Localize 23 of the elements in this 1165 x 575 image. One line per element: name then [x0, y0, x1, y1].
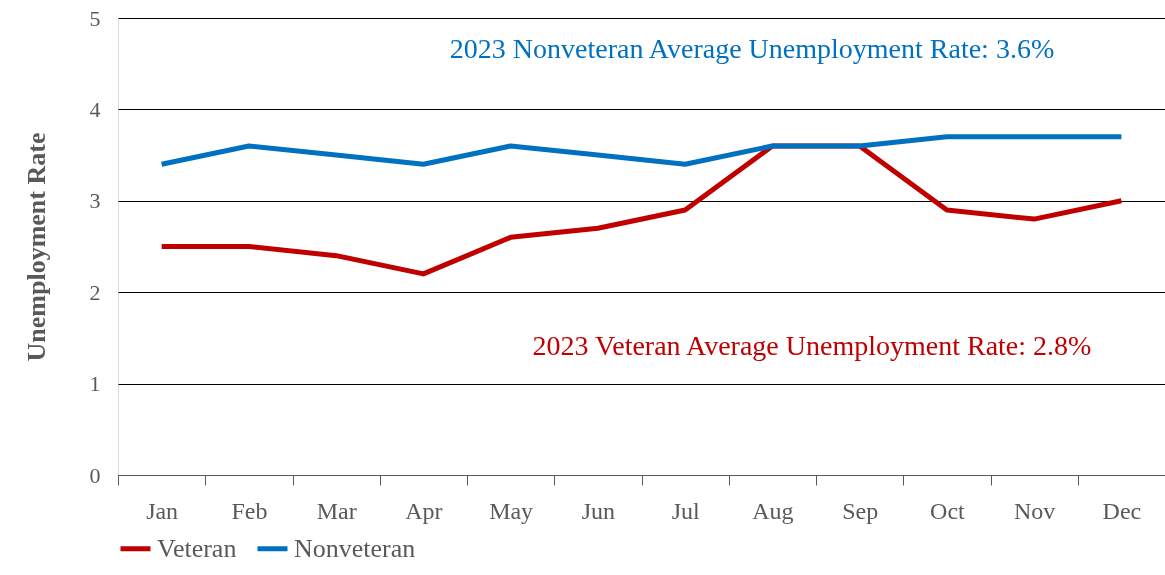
x-tick-label: Jan — [146, 497, 179, 524]
x-tick-label: Dec — [1102, 497, 1142, 524]
x-tick-label: Feb — [231, 497, 268, 524]
y-tick-label: 1 — [89, 371, 101, 397]
x-tick-label: May — [489, 497, 534, 524]
x-tick-label: Sep — [842, 497, 879, 524]
y-tick-label: 5 — [89, 5, 101, 31]
legend-label: Nonveteran — [294, 533, 416, 563]
x-tick-label: Aug — [752, 497, 794, 524]
y-tick-label: 2 — [89, 279, 101, 305]
x-tick-label: Apr — [405, 497, 443, 524]
y-tick-label: 4 — [89, 96, 101, 122]
x-tick-label: Oct — [930, 497, 966, 524]
x-tick-label: Mar — [316, 497, 357, 524]
x-tick-label: Nov — [1013, 497, 1056, 524]
annotation: 2023 Nonveteran Average Unemployment Rate: 3.6% — [449, 33, 1055, 64]
x-tick-label: Jul — [671, 497, 700, 524]
y-tick-label: 3 — [89, 188, 101, 214]
x-tick-label: Jun — [581, 497, 616, 524]
y-axis-title: Unemployment Rate — [21, 132, 51, 362]
annotation: 2023 Veteran Average Unemployment Rate: 2.8% — [532, 330, 1092, 361]
legend-label: Veteran — [157, 533, 237, 563]
y-tick-label: 0 — [89, 462, 101, 488]
